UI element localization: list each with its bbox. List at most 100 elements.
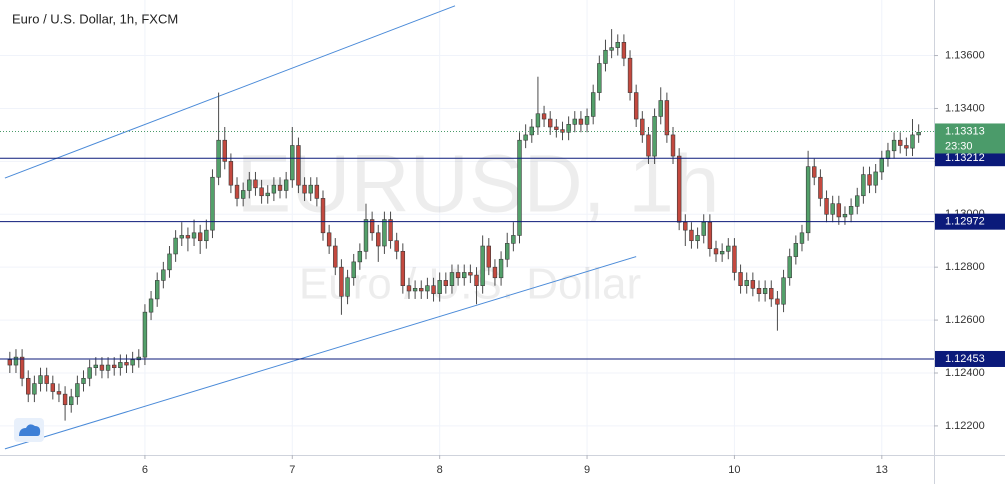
candle-body [277, 184, 283, 191]
trend-line [4, 5, 456, 179]
y-tick-label: 1.12400 [945, 367, 985, 379]
candle-body [572, 118, 577, 125]
candle-body [726, 245, 731, 252]
candle-body [105, 364, 111, 371]
candle-body [505, 243, 510, 260]
candle-body [154, 280, 160, 300]
candle-body [345, 277, 350, 297]
candle-body [781, 277, 786, 305]
candle-body [265, 192, 270, 197]
candle-body [554, 126, 559, 130]
candle-body [486, 245, 492, 268]
candle-body [787, 256, 792, 279]
candle-body [228, 161, 234, 186]
candle-body [517, 139, 522, 236]
level-label-box [935, 213, 1005, 230]
level-label-box [935, 150, 1005, 167]
candle-body [167, 253, 172, 271]
candle-body [812, 166, 817, 178]
candle-body [713, 248, 719, 255]
candle-body [609, 47, 614, 51]
candle-body [81, 377, 86, 384]
candle-body [326, 232, 332, 247]
candle-body [253, 179, 258, 189]
candle-body [769, 288, 774, 300]
candle-body [363, 219, 369, 252]
candle-body [695, 235, 700, 242]
candle-body [50, 383, 56, 392]
candle-body [425, 285, 430, 292]
candle-body [597, 63, 602, 93]
candle-body [590, 92, 596, 117]
candle-body [627, 57, 633, 93]
candle-body [842, 213, 848, 218]
candle-body [357, 251, 363, 263]
candle-body [216, 139, 221, 178]
candle-body [603, 49, 608, 64]
candle-body [775, 298, 780, 305]
candle-body [93, 364, 98, 369]
y-tick-label: 1.12800 [945, 261, 985, 273]
candle-body [161, 269, 166, 281]
candle-body [541, 113, 547, 120]
candle-body [406, 285, 412, 292]
candle-body [283, 179, 289, 191]
candle-body [916, 131, 921, 136]
candle-body [584, 116, 590, 125]
candle-body [664, 100, 670, 136]
candle-body [548, 118, 553, 128]
candle-body [566, 124, 571, 133]
candle-body [867, 174, 872, 186]
candle-body [308, 184, 313, 194]
candle-body [891, 139, 897, 152]
candle-body [185, 235, 191, 239]
candle-body [400, 251, 406, 286]
candle-body [333, 245, 338, 268]
candle-body [830, 203, 835, 215]
candle-body [652, 116, 657, 157]
candle-body [738, 272, 743, 286]
level-label-box [935, 350, 1005, 367]
last-price-box [935, 123, 1005, 154]
candle-body [191, 232, 197, 239]
candle-body [75, 383, 80, 398]
candle-body [62, 393, 68, 406]
chart-title: Euro / U.S. Dollar, 1h, FXCM [12, 11, 178, 26]
candle-body [498, 258, 504, 279]
candle-body [449, 272, 455, 286]
candle-body [683, 221, 688, 231]
candle-body [824, 198, 829, 215]
candle-body [210, 176, 215, 231]
candle-body [173, 237, 178, 255]
candle-body [443, 280, 449, 286]
candle-body [462, 272, 467, 279]
candle-body [69, 396, 74, 406]
level-label: 1.12972 [945, 216, 985, 228]
candle-body [885, 150, 891, 160]
candle-body [314, 184, 320, 199]
y-tick-label: 1.12600 [945, 314, 985, 326]
candle-body [56, 391, 62, 395]
candle-body [412, 288, 418, 292]
candle-body [756, 288, 762, 294]
x-tick-label: 10 [728, 464, 740, 476]
candle-body [578, 118, 584, 125]
y-tick-label: 1.12200 [945, 420, 985, 432]
candle-body [118, 362, 123, 369]
x-tick-label: 6 [142, 464, 148, 476]
candle-body [818, 176, 823, 199]
candle-body [646, 134, 651, 157]
x-tick-label: 7 [289, 464, 295, 476]
candle-body [676, 155, 682, 223]
candle-body [351, 261, 356, 279]
candle-body [836, 203, 842, 218]
candle-body [799, 232, 805, 244]
candle-body [861, 174, 866, 197]
candle-body [898, 139, 903, 146]
candle-body [136, 356, 141, 361]
candle-body [437, 280, 442, 294]
level-label: 1.13212 [945, 152, 985, 164]
candle-body [369, 219, 375, 234]
candle-body [259, 187, 264, 197]
